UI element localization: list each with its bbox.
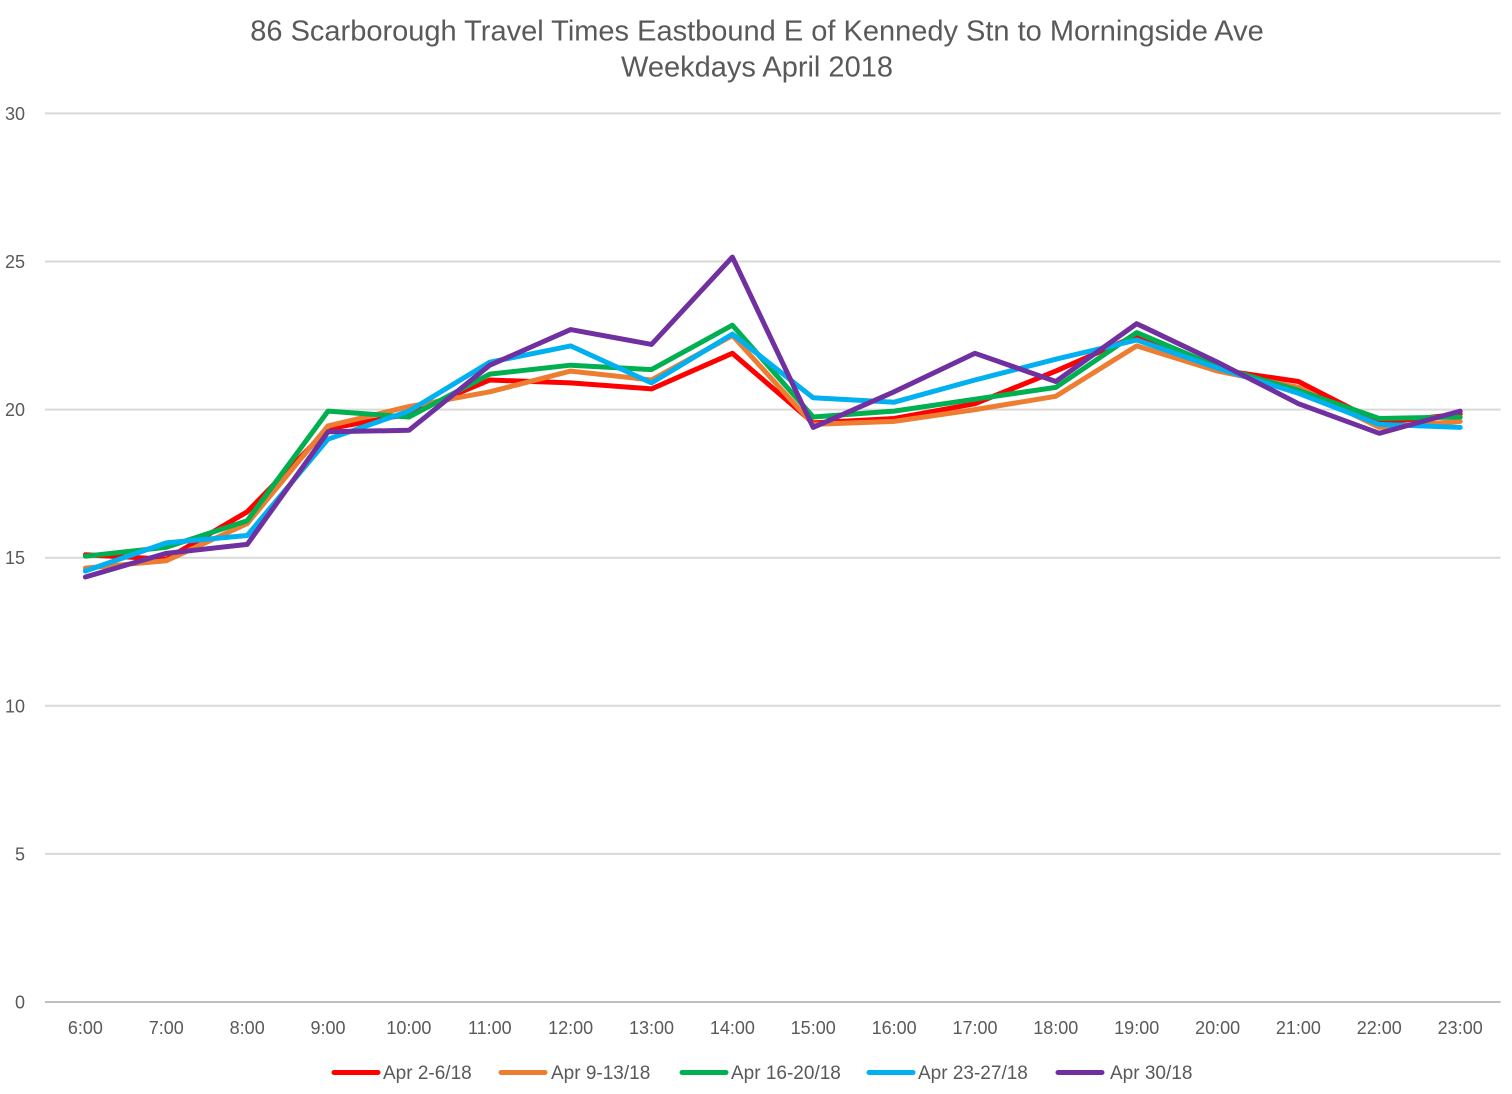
svg-text:25: 25 — [5, 252, 25, 272]
svg-text:Weekdays April 2018: Weekdays April 2018 — [621, 52, 893, 84]
svg-text:Apr 9-13/18: Apr 9-13/18 — [551, 1063, 650, 1084]
svg-text:6:00: 6:00 — [68, 1018, 103, 1038]
svg-text:21:00: 21:00 — [1276, 1018, 1321, 1038]
svg-text:14:00: 14:00 — [710, 1018, 755, 1038]
svg-text:10:00: 10:00 — [386, 1018, 431, 1038]
svg-text:Apr 16-20/18: Apr 16-20/18 — [731, 1063, 841, 1084]
svg-text:30: 30 — [5, 104, 25, 124]
svg-text:8:00: 8:00 — [230, 1018, 265, 1038]
svg-text:22:00: 22:00 — [1357, 1018, 1402, 1038]
svg-text:Apr 23-27/18: Apr 23-27/18 — [918, 1063, 1028, 1084]
svg-text:15: 15 — [5, 548, 25, 568]
svg-text:13:00: 13:00 — [629, 1018, 674, 1038]
svg-text:15:00: 15:00 — [791, 1018, 836, 1038]
svg-text:10: 10 — [5, 696, 25, 716]
svg-text:20: 20 — [5, 400, 25, 420]
svg-text:5: 5 — [15, 844, 25, 864]
svg-text:9:00: 9:00 — [310, 1018, 345, 1038]
svg-text:17:00: 17:00 — [952, 1018, 997, 1038]
svg-text:86 Scarborough Travel Times Ea: 86 Scarborough Travel Times Eastbound E … — [250, 16, 1263, 48]
svg-text:18:00: 18:00 — [1033, 1018, 1078, 1038]
svg-text:23:00: 23:00 — [1438, 1018, 1483, 1038]
svg-text:Apr 2-6/18: Apr 2-6/18 — [383, 1063, 472, 1084]
svg-text:19:00: 19:00 — [1114, 1018, 1159, 1038]
svg-text:Apr 30/18: Apr 30/18 — [1110, 1063, 1192, 1084]
svg-text:7:00: 7:00 — [149, 1018, 184, 1038]
svg-text:20:00: 20:00 — [1195, 1018, 1240, 1038]
svg-text:0: 0 — [15, 993, 25, 1013]
svg-text:16:00: 16:00 — [872, 1018, 917, 1038]
svg-text:12:00: 12:00 — [548, 1018, 593, 1038]
svg-text:11:00: 11:00 — [468, 1018, 512, 1038]
